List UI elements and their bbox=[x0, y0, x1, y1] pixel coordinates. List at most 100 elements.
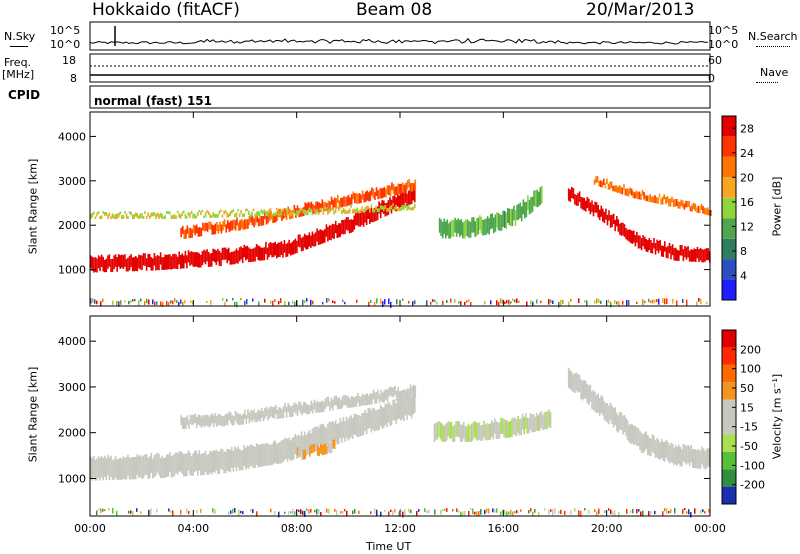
scatter-cell bbox=[218, 210, 221, 215]
scatter-cell bbox=[339, 417, 342, 439]
region-upper-right-band bbox=[593, 176, 712, 216]
scatter-cell bbox=[323, 201, 325, 212]
scatter-cell bbox=[569, 370, 572, 390]
scatter-cell bbox=[484, 424, 487, 441]
scatter-cell bbox=[180, 415, 182, 425]
scatter-cell bbox=[193, 252, 196, 267]
scatter-cell bbox=[183, 255, 185, 269]
scatter-cell bbox=[641, 189, 644, 196]
noise-cell bbox=[234, 301, 236, 306]
scatter-cell bbox=[125, 213, 128, 219]
noise-cell bbox=[292, 508, 294, 515]
scatter-cell bbox=[366, 190, 368, 201]
scatter-cell bbox=[227, 449, 230, 472]
noise-cell bbox=[146, 298, 148, 304]
scatter-cell bbox=[342, 417, 345, 438]
scatter-cell bbox=[251, 444, 253, 467]
scatter-cell bbox=[214, 450, 216, 473]
scatter-cell bbox=[636, 231, 638, 243]
noise-cell bbox=[234, 508, 236, 513]
scatter-cell bbox=[203, 215, 205, 219]
scatter-cell bbox=[252, 208, 255, 212]
noise-cell bbox=[132, 510, 134, 516]
scatter-cell bbox=[310, 208, 312, 213]
scatter-cell bbox=[233, 416, 235, 426]
scatter-cell bbox=[606, 403, 609, 423]
scatter-cell bbox=[696, 246, 699, 259]
scatter-cell bbox=[141, 255, 143, 271]
scatter-cell bbox=[262, 411, 265, 422]
scatter-cell bbox=[665, 196, 667, 205]
noise-cell bbox=[178, 302, 180, 307]
scatter-cell bbox=[330, 397, 333, 409]
scatter-cell bbox=[90, 255, 92, 269]
noise-cell bbox=[136, 508, 138, 512]
scatter-cell bbox=[608, 210, 610, 221]
noise-cell bbox=[512, 511, 514, 517]
noise-cell bbox=[206, 300, 208, 303]
scatter-cell bbox=[462, 222, 464, 239]
scatter-cell bbox=[188, 419, 190, 429]
scatter-cell bbox=[232, 251, 235, 265]
scatter-cell bbox=[530, 197, 532, 214]
scatter-cell bbox=[680, 199, 683, 206]
scatter-cell bbox=[279, 442, 281, 464]
scatter-cell bbox=[251, 410, 254, 422]
scatter-cell bbox=[647, 434, 649, 455]
scatter-cell bbox=[258, 444, 261, 468]
noise-cell bbox=[516, 298, 518, 304]
noise-cell bbox=[664, 298, 666, 305]
noise-cell bbox=[166, 300, 168, 306]
noise-cell bbox=[558, 301, 560, 308]
scatter-cell bbox=[403, 205, 405, 211]
scatter-cell bbox=[317, 230, 320, 245]
scatter-cell bbox=[609, 402, 612, 421]
x-tick-label: 04:00 bbox=[177, 522, 209, 535]
scatter-cell bbox=[227, 247, 230, 261]
scatter-cell bbox=[344, 219, 346, 235]
scatter-cell bbox=[144, 454, 146, 476]
scatter-cell bbox=[100, 456, 103, 478]
noise-cell bbox=[374, 301, 376, 306]
scatter-cell bbox=[179, 214, 182, 219]
noise-cell bbox=[548, 509, 550, 515]
scatter-cell bbox=[499, 214, 501, 231]
scatter-cell bbox=[297, 434, 300, 457]
scatter-cell bbox=[181, 212, 184, 217]
cpid-strip-frame bbox=[89, 85, 711, 109]
noise-cell bbox=[704, 511, 706, 514]
noise-cell bbox=[214, 509, 216, 514]
noise-cell bbox=[336, 509, 338, 516]
scatter-cell bbox=[276, 244, 278, 259]
scatter-cell bbox=[117, 254, 120, 267]
scatter-cell bbox=[380, 389, 382, 401]
scatter-cell bbox=[379, 203, 382, 219]
scatter-cell bbox=[374, 392, 376, 404]
scatter-cell bbox=[93, 211, 95, 215]
scatter-cell bbox=[189, 251, 191, 266]
scatter-cell bbox=[341, 220, 343, 235]
scatter-cell bbox=[523, 416, 526, 435]
scatter-cell bbox=[309, 404, 311, 414]
scatter-cell bbox=[148, 215, 151, 219]
noise-cell bbox=[700, 298, 702, 304]
scatter-cell bbox=[97, 456, 100, 478]
scatter-cell bbox=[375, 410, 377, 431]
scatter-cell bbox=[300, 431, 303, 452]
scatter-cell bbox=[515, 419, 518, 437]
noise-cell bbox=[526, 301, 528, 307]
scatter-cell bbox=[370, 204, 373, 207]
noise-cell bbox=[256, 511, 258, 517]
scatter-cell bbox=[271, 443, 273, 465]
scatter-cell bbox=[286, 438, 289, 462]
scatter-cell bbox=[220, 415, 223, 427]
scatter-cell bbox=[141, 456, 143, 479]
scatter-cell bbox=[350, 395, 353, 408]
scatter-cell bbox=[359, 416, 362, 437]
scatter-cell bbox=[316, 208, 318, 214]
scatter-cell bbox=[627, 188, 630, 197]
scatter-cell bbox=[386, 185, 389, 195]
scatter-cell bbox=[119, 211, 122, 215]
colorbar-tick-label: 200 bbox=[740, 343, 761, 356]
